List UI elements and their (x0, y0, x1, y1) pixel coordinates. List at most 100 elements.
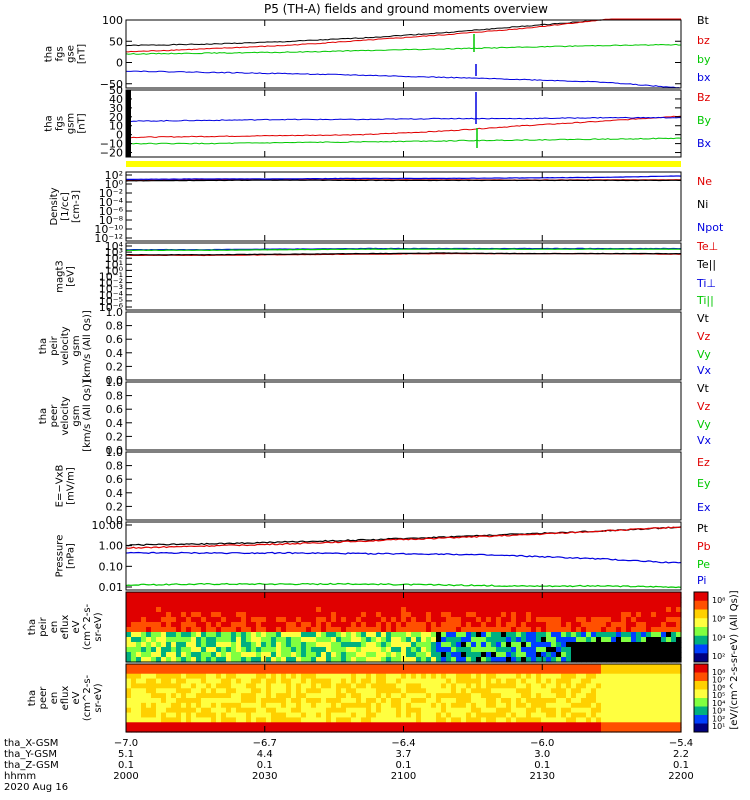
spectrogram-cell (621, 664, 627, 670)
spectrogram-cell (206, 622, 212, 628)
spectrogram-cell (231, 597, 237, 603)
spectrogram-cell (626, 698, 632, 704)
spectrogram-cell (486, 637, 492, 643)
spectrogram-cell (276, 592, 282, 598)
spectrogram-cell (456, 668, 462, 675)
spectrogram-cell (641, 688, 647, 694)
spectrogram-cell (556, 602, 562, 608)
spectrogram-cell (376, 642, 382, 648)
spectrogram-cell (186, 647, 192, 653)
spectrogram-cell (386, 592, 392, 598)
spectrogram-cell (381, 693, 387, 699)
spectrogram-cell (126, 707, 132, 714)
spectrogram-cell (436, 592, 442, 598)
spectrogram-cell (436, 602, 442, 608)
spectrogram-cell (166, 727, 172, 733)
spectrogram-cell (131, 637, 137, 643)
spectrogram-cell (581, 673, 587, 680)
spectrogram-cell (521, 698, 527, 704)
spectrogram-cell (366, 617, 372, 623)
legend-entry: Ez (697, 456, 710, 469)
spectrogram-cell (381, 602, 387, 608)
spectrogram-cell (461, 673, 467, 680)
spectrogram-cell (491, 688, 497, 694)
spectrogram-cell (571, 727, 577, 733)
spectrogram-cell (461, 707, 467, 714)
spectrogram-cell (591, 637, 597, 643)
spectrogram-cell (426, 602, 432, 608)
spectrogram-cell (331, 612, 337, 618)
spectrogram-cell (406, 632, 412, 638)
spectrogram-cell (321, 664, 327, 670)
spectrogram-cell (526, 664, 532, 670)
spectrogram-cell (586, 612, 592, 618)
spectrogram-cell (466, 632, 472, 638)
spectrogram-cell (426, 698, 432, 704)
spectrogram-cell (296, 683, 302, 689)
spectrogram-cell (461, 592, 467, 598)
spectrogram-cell (621, 632, 627, 638)
spectrogram-cell (251, 657, 257, 663)
spectrogram-cell (596, 597, 602, 603)
spectrogram-cell (431, 652, 437, 658)
spectrogram-cell (196, 632, 202, 638)
spectrogram-cell (261, 727, 267, 733)
spectrogram-cell (216, 597, 222, 603)
spectrogram-cell (186, 683, 192, 689)
spectrogram-cell (566, 727, 572, 733)
spectrogram-cell (281, 607, 287, 613)
spectrogram-cell (201, 722, 207, 728)
spectrogram-cell (171, 622, 177, 628)
spectrogram-cell (486, 597, 492, 603)
spectrogram-cell (306, 622, 312, 628)
spectrogram-cell (616, 722, 622, 728)
spectrogram-cell (656, 712, 662, 719)
y-axis-label: [nPa] (66, 543, 77, 569)
spectrogram-cell (206, 664, 212, 670)
spectrogram-cell (151, 712, 157, 719)
spectrogram-cell (471, 717, 477, 723)
spectrogram-cell (171, 592, 177, 598)
spectrogram-cell (306, 683, 312, 689)
spectrogram-cell (656, 727, 662, 733)
spectrogram-cell (476, 727, 482, 733)
spectrogram-cell (496, 678, 502, 685)
spectrogram-cell (371, 717, 377, 723)
spectrogram-cell (596, 707, 602, 714)
spectrogram-cell (221, 678, 227, 685)
spectrogram-cell (216, 627, 222, 633)
spectrogram-cell (331, 642, 337, 648)
spectrogram-cell (431, 647, 437, 653)
spectrogram-cell (556, 712, 562, 719)
spectrogram-cell (391, 722, 397, 728)
spectrogram-cell (266, 637, 272, 643)
spectrogram-cell (381, 722, 387, 728)
spectrogram-cell (411, 657, 417, 663)
spectrogram-cell (481, 607, 487, 613)
spectrogram-cell (356, 652, 362, 658)
spectrogram-cell (191, 722, 197, 728)
spectrogram-cell (651, 707, 657, 714)
spectrogram-cell (441, 652, 447, 658)
spectrogram-cell (291, 642, 297, 648)
spectrogram-cell (401, 673, 407, 680)
spectrogram-cell (666, 717, 672, 723)
colorbar-segment (694, 592, 708, 602)
spectrogram-cell (571, 627, 577, 633)
spectrogram-cell (641, 602, 647, 608)
spectrogram-cell (621, 607, 627, 613)
spectrogram-cell (436, 727, 442, 733)
spectrogram-cell (671, 668, 677, 675)
spectrogram-cell (216, 592, 222, 598)
spectrogram-cell (261, 592, 267, 598)
spectrogram-cell (456, 612, 462, 618)
legend-entry: Npot (697, 221, 724, 234)
spectrogram-cell (206, 698, 212, 704)
spectrogram-cell (231, 707, 237, 714)
spectrogram-cell (461, 652, 467, 658)
spectrogram-cell (206, 722, 212, 728)
y-tick-label: 0.8 (106, 460, 124, 473)
spectrogram-cell (496, 612, 502, 618)
spectrogram-cell (396, 592, 402, 598)
spectrogram-cell (586, 607, 592, 613)
